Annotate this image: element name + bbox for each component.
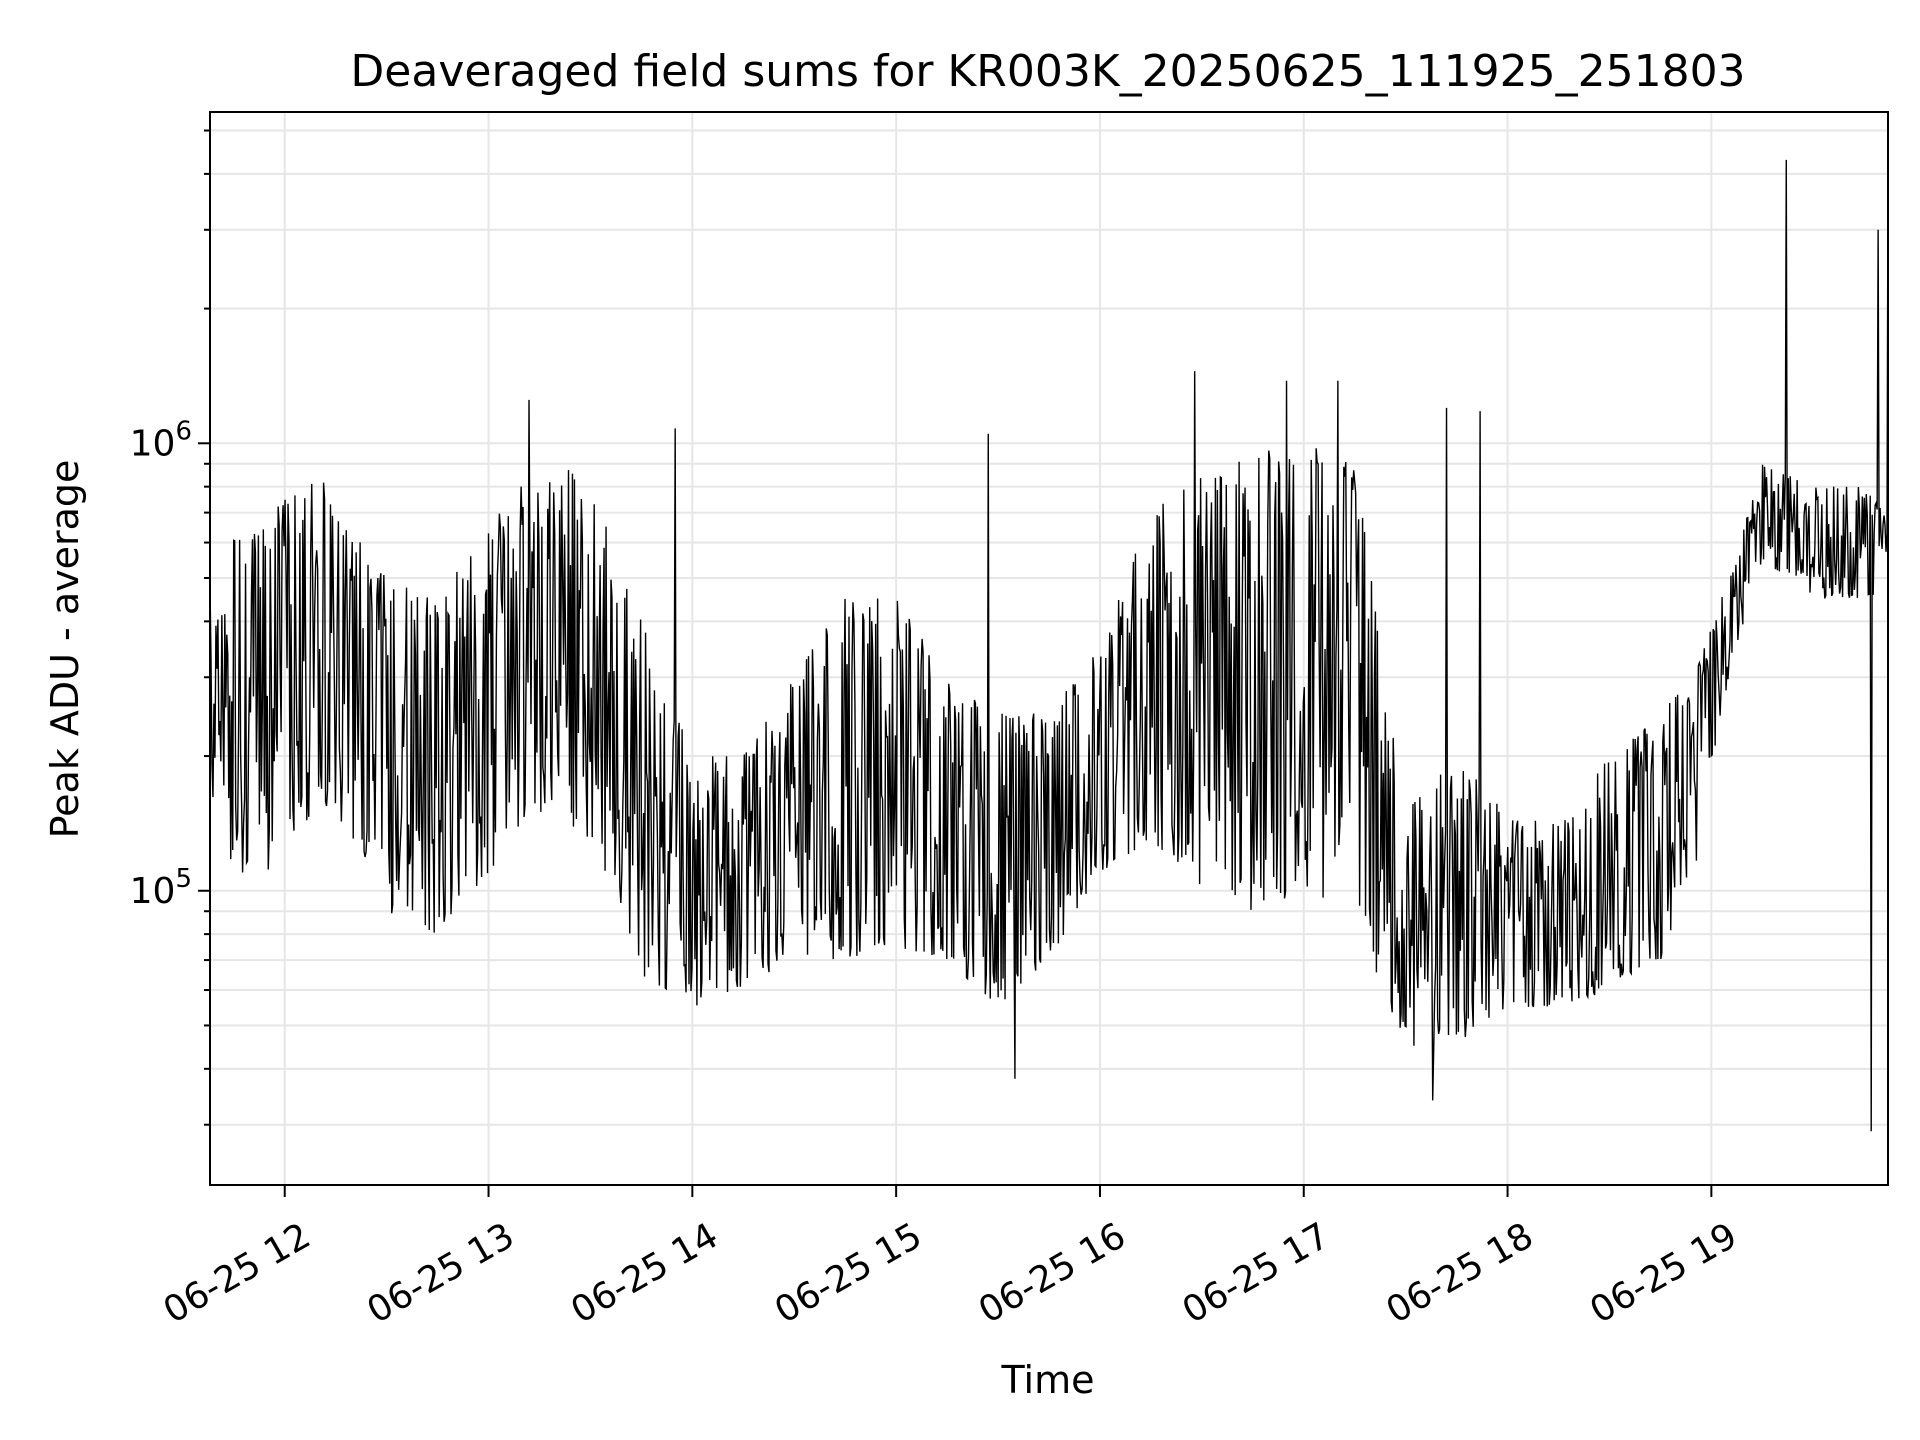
chart-title: Deaveraged field sums for KR003K_2025062… (350, 46, 1745, 97)
y-tick-label-0: 105 (130, 864, 192, 912)
plot-frame (209, 111, 1889, 1186)
x-axis-label: Time (1001, 1358, 1095, 1402)
series-line (209, 159, 1889, 1132)
y-axis-label: Peak ADU - average (43, 460, 87, 839)
y-tick-label-1: 106 (130, 416, 192, 464)
series-layer (209, 159, 1889, 1132)
